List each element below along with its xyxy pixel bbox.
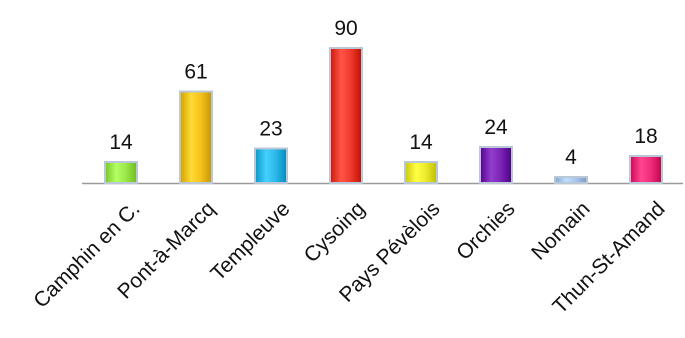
bar-6 xyxy=(554,176,588,184)
data-label-4: 14 xyxy=(409,131,433,154)
data-label-5: 24 xyxy=(484,116,508,139)
bar-5 xyxy=(479,146,513,184)
data-label-3: 90 xyxy=(334,17,357,40)
bar-2 xyxy=(254,147,288,184)
bar-4 xyxy=(404,161,438,184)
bar-3 xyxy=(329,47,363,184)
data-label-6: 4 xyxy=(565,146,577,169)
bar-0 xyxy=(104,161,138,184)
category-label-6: Nomain xyxy=(527,197,594,264)
data-label-1: 61 xyxy=(184,61,207,84)
category-label-3: Cysoing xyxy=(300,197,370,267)
category-label-5: Orchies xyxy=(452,197,519,264)
bar-1 xyxy=(179,90,213,184)
data-label-2: 23 xyxy=(259,118,282,141)
category-label-2: Templeuve xyxy=(206,197,294,285)
data-label-0: 14 xyxy=(109,131,133,154)
bar-7 xyxy=(629,155,663,184)
data-label-7: 18 xyxy=(634,125,657,148)
